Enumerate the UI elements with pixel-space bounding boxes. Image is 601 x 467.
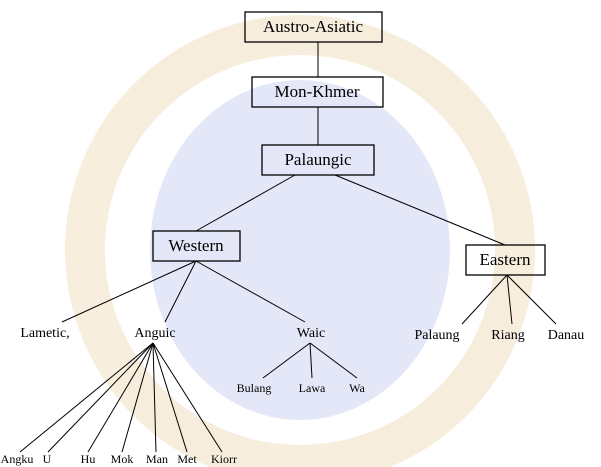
edge — [461, 274, 508, 325]
node-label: Austro-Asiatic — [263, 17, 364, 36]
node-box — [244, 11, 383, 43]
edge — [262, 342, 311, 379]
edge — [152, 342, 223, 453]
watermark — [65, 15, 535, 467]
edge — [152, 342, 188, 453]
node-label: Angku — [1, 452, 34, 466]
node-box — [465, 244, 546, 276]
node-label: Waic — [297, 326, 325, 341]
node-label: Palaung — [414, 328, 459, 343]
edge — [309, 342, 313, 379]
edge — [334, 174, 506, 246]
node-label: Palaungic — [284, 150, 351, 169]
edge — [164, 260, 197, 323]
edge — [152, 342, 157, 453]
edge — [87, 342, 154, 453]
node-label: Lawa — [299, 381, 326, 395]
edge — [47, 342, 154, 453]
node-label: Mon-Khmer — [275, 82, 360, 101]
node-label: Wa — [349, 381, 365, 395]
edge — [19, 342, 154, 453]
edge — [61, 260, 197, 323]
edge — [121, 342, 154, 453]
edge — [506, 274, 513, 325]
node-label: Kiorr — [211, 452, 237, 466]
node-box — [152, 230, 241, 262]
edge — [309, 342, 358, 379]
labels: Austro-Asiatic Mon-Khmer Palaungic Weste… — [1, 17, 585, 466]
node-label: Bulang — [237, 381, 272, 395]
node-label: Anguic — [134, 326, 175, 341]
node-label: Danau — [548, 328, 585, 343]
edge — [195, 260, 306, 323]
node-label: Western — [168, 236, 224, 255]
edges — [19, 42, 557, 453]
node-box — [261, 144, 375, 176]
boxes — [152, 11, 546, 276]
node-label: Mok — [111, 452, 134, 466]
node-label: U — [43, 452, 52, 466]
node-label: Met — [177, 452, 197, 466]
edge — [195, 174, 296, 232]
node-box — [251, 76, 384, 108]
node-label: Riang — [491, 328, 524, 343]
node-label: Hu — [81, 452, 96, 466]
node-label: Eastern — [480, 250, 531, 269]
node-label: Man — [146, 452, 168, 466]
node-label: Lametic, — [20, 326, 69, 341]
edge — [506, 274, 557, 325]
